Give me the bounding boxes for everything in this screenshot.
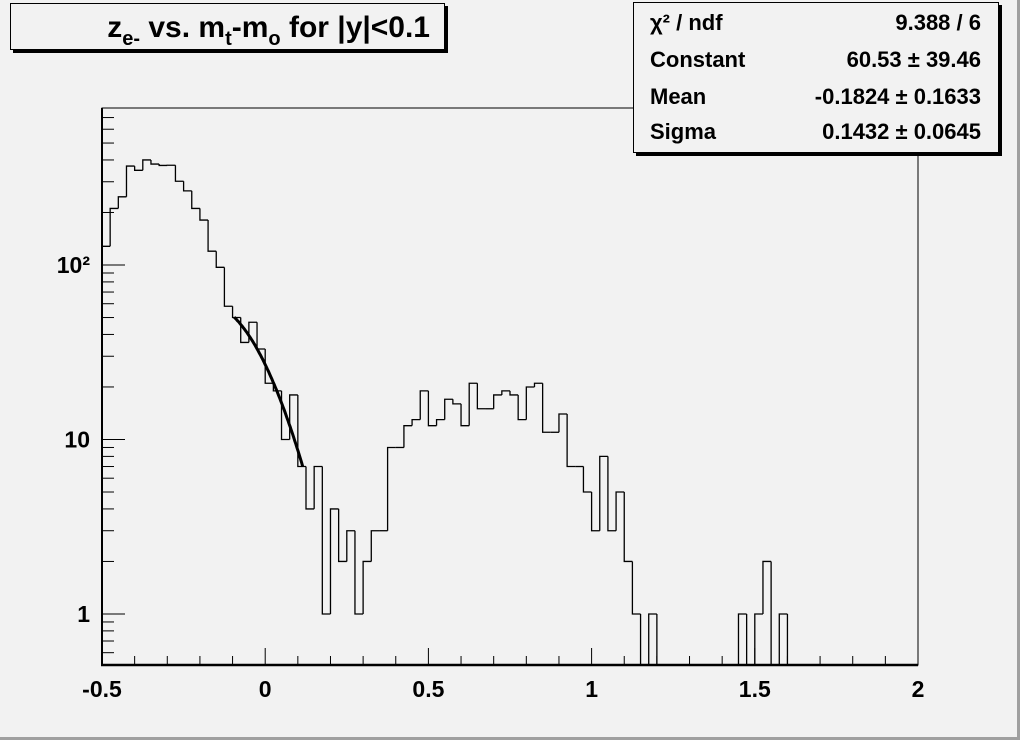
histogram-bin: [199, 208, 209, 221]
histogram-bin: [386, 446, 396, 531]
histogram-bin: [599, 455, 608, 531]
histogram-bin: [533, 382, 543, 387]
histogram-bin: [125, 165, 135, 197]
histogram-bin: [631, 561, 641, 615]
histogram-bin: [207, 220, 217, 252]
histogram-bin: [754, 613, 763, 665]
title-subscript: t: [225, 28, 232, 50]
x-tick-label: 2: [912, 676, 925, 702]
histogram-bin: [158, 164, 168, 167]
histogram-bin: [133, 166, 143, 171]
x-tick-label: 0.5: [412, 676, 444, 702]
y-tick-label: 10²: [57, 252, 91, 278]
histogram-bin: [231, 306, 241, 319]
histogram-bin: [182, 181, 192, 192]
stats-value-chi2: 9.388 / 6: [895, 10, 981, 35]
title-part: for |y|<0.1: [281, 11, 430, 44]
histogram-bin: [623, 492, 633, 563]
histogram-bin: [476, 383, 486, 410]
histogram-bin: [525, 386, 535, 420]
histogram-bin: [468, 382, 478, 426]
title-part: vs. m: [140, 11, 225, 44]
histogram-bin: [174, 165, 184, 182]
histogram-bin: [590, 492, 600, 532]
histogram-bin: [215, 251, 225, 268]
stats-value-constant: 60.53 ± 39.46: [847, 47, 981, 72]
histogram-bin: [558, 413, 568, 433]
y-tick-label: 10: [64, 426, 90, 452]
stats-value-sigma: 0.1432 ± 0.0645: [822, 119, 981, 144]
stats-value-mean: -0.1824 ± 0.1633: [815, 84, 981, 109]
y-tick-label: 1: [77, 601, 90, 627]
x-tick-labels: -0.5 0 0.5 1 1.5 2: [82, 676, 924, 702]
histogram-bin: [313, 465, 323, 509]
histogram-bin: [607, 456, 617, 532]
histogram-bin: [403, 425, 413, 448]
histogram-bin: [778, 613, 788, 665]
histogram-bin: [582, 466, 592, 493]
histogram-bin: [452, 399, 462, 405]
histogram-bin: [117, 196, 127, 209]
title-box-frame: [10, 3, 445, 50]
histogram-bin: [501, 390, 510, 395]
axis-ticks: [101, 117, 919, 665]
histogram-bin: [435, 418, 445, 426]
y-tick-labels: 1 10 10²: [57, 252, 91, 627]
histogram-bin: [329, 508, 339, 614]
histogram-bin: [737, 613, 747, 665]
histogram-bin: [419, 390, 429, 420]
histogram-bin: [444, 398, 453, 420]
stats-label-constant: Constant: [650, 47, 746, 72]
histogram-bin: [150, 159, 160, 165]
histogram-bin: [566, 413, 576, 468]
histogram-bin: [362, 560, 372, 614]
histogram-bin: [337, 508, 347, 563]
title-part: -m: [232, 11, 269, 44]
histogram-bin: [427, 390, 437, 427]
histogram-bin: [264, 349, 274, 384]
histogram-bin: [191, 190, 200, 210]
stats-box: χ² / ndf 9.388 / 6 Constant 60.53 ± 39.4…: [633, 2, 1002, 156]
histogram-bin: [354, 530, 364, 615]
histogram-bin: [517, 394, 527, 421]
histogram-bin: [493, 394, 502, 409]
histogram-bin: [321, 466, 331, 615]
title-subscript: e-: [122, 28, 140, 50]
title-subscript: o: [268, 28, 280, 50]
title-box: ze- vs. mt-mo for |y|<0.1: [10, 3, 448, 53]
x-tick-label: 1: [585, 676, 598, 702]
histogram-bin: [541, 383, 551, 433]
histogram-bin: [370, 530, 380, 562]
stats-label-mean: Mean: [650, 84, 706, 109]
x-tick-label: 0: [259, 676, 272, 702]
histogram-bin: [109, 207, 119, 247]
histogram-bin: [297, 394, 306, 468]
histogram-bin: [762, 560, 772, 614]
histogram-bin: [460, 403, 470, 427]
histogram-bin: [509, 390, 519, 396]
stats-label-sigma: Sigma: [650, 119, 717, 144]
x-tick-label: -0.5: [82, 676, 122, 702]
title-part: z: [107, 11, 122, 44]
gaussian-fit-curve: [233, 316, 305, 467]
histogram-bin: [615, 491, 625, 531]
plot-title: ze- vs. mt-mo for |y|<0.1: [107, 11, 430, 50]
histogram-bin: [648, 613, 657, 665]
histogram-bin: [142, 159, 151, 171]
histogram-bin: [346, 530, 355, 562]
stats-box-frame: [633, 2, 999, 153]
histogram-bin: [411, 418, 421, 426]
stats-label-chi2: χ² / ndf: [650, 10, 723, 35]
histogram-bin: [223, 267, 233, 307]
histogram-bin: [305, 466, 315, 510]
x-tick-label: 1.5: [739, 676, 771, 702]
